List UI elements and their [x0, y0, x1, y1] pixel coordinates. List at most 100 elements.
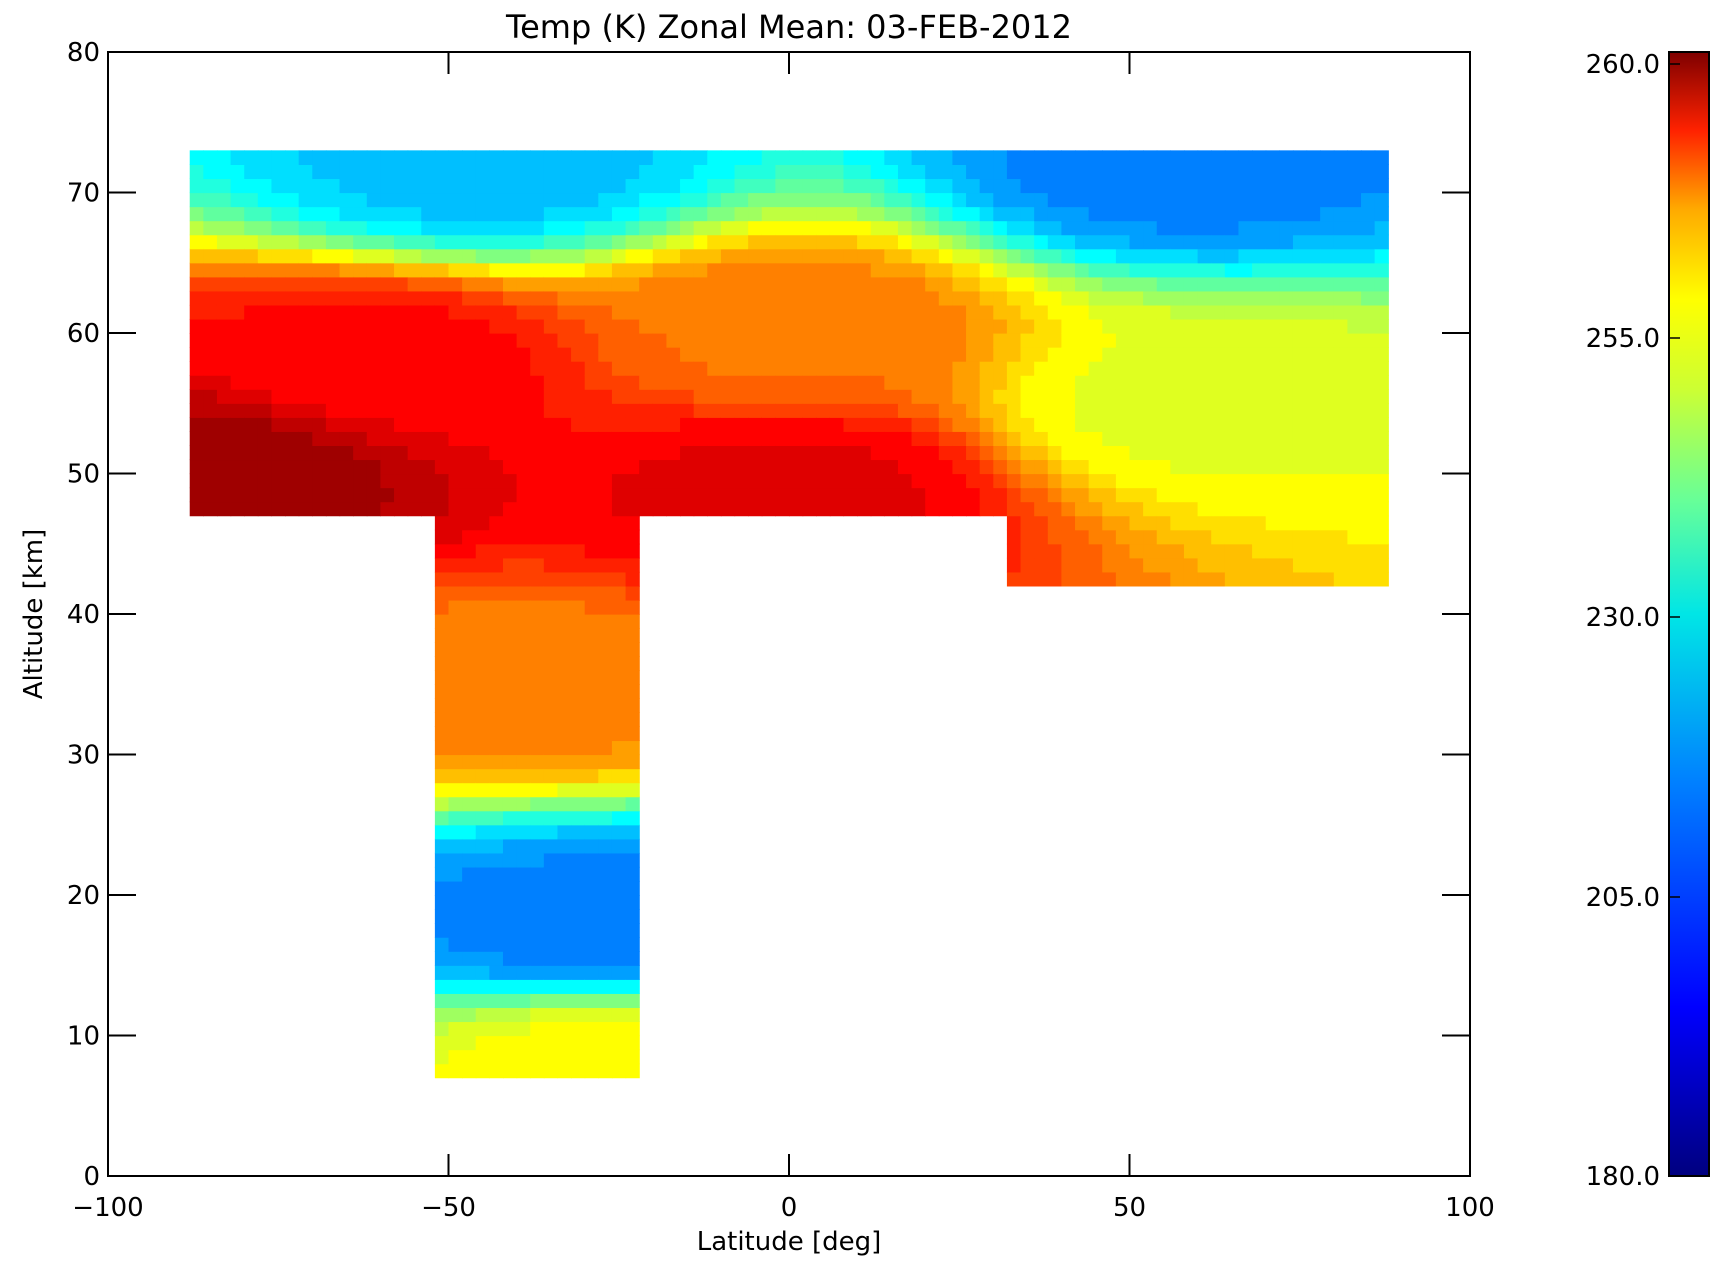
field-cell — [884, 192, 899, 208]
field-cell — [1143, 248, 1158, 264]
field-cell — [571, 248, 586, 264]
field-cell — [557, 445, 572, 461]
field-cell — [434, 838, 450, 854]
field-cell — [1211, 515, 1226, 531]
field-cell — [1170, 445, 1185, 461]
field-cell — [1333, 178, 1349, 194]
field-cell — [1088, 445, 1103, 461]
field-cell — [257, 403, 273, 418]
field-cell — [911, 304, 926, 320]
field-cell — [1143, 571, 1158, 587]
field-cell — [489, 473, 504, 489]
field-cell — [339, 178, 354, 194]
field-cell — [680, 487, 695, 503]
field-cell — [829, 206, 845, 222]
field-cell — [870, 445, 885, 461]
field-cell — [720, 262, 736, 278]
field-cell — [366, 389, 381, 404]
field-cell — [462, 487, 477, 503]
field-cell — [584, 192, 599, 208]
field-cell — [1170, 473, 1185, 489]
field-cell — [1374, 234, 1389, 250]
field-cell — [502, 768, 518, 784]
field-cell — [611, 571, 627, 587]
field-cell — [1129, 318, 1144, 334]
field-cell — [1061, 445, 1076, 461]
field-cell — [802, 333, 817, 348]
field-cell — [1143, 501, 1158, 517]
field-cell — [952, 276, 967, 292]
field-cell — [448, 501, 463, 517]
field-cell — [693, 473, 708, 489]
field-cell — [434, 501, 450, 517]
field-cell — [543, 501, 559, 517]
field-cell — [502, 838, 518, 854]
field-cell — [1211, 501, 1226, 517]
field-cell — [475, 557, 490, 573]
field-cell — [734, 276, 749, 292]
field-cell — [571, 923, 586, 938]
field-cell — [502, 628, 518, 643]
field-cell — [571, 684, 586, 699]
field-cell — [448, 782, 463, 798]
field-cell — [448, 234, 463, 250]
field-cell — [462, 782, 477, 798]
field-cell — [720, 192, 736, 208]
field-cell — [271, 304, 286, 320]
field-cell — [625, 656, 640, 671]
field-cell — [1170, 290, 1185, 306]
field-cell — [516, 698, 531, 713]
field-cell — [230, 487, 245, 503]
field-cell — [734, 318, 749, 334]
field-cell — [1361, 164, 1376, 180]
field-cell — [448, 1007, 463, 1023]
field-cell — [1115, 487, 1131, 503]
field-cell — [584, 459, 599, 475]
x-tick-label: 100 — [1445, 1193, 1495, 1223]
field-cell — [339, 459, 354, 475]
field-cell — [571, 698, 586, 713]
field-cell — [911, 234, 926, 250]
field-cell — [1061, 459, 1076, 475]
field-cell — [462, 473, 477, 489]
field-cell — [502, 445, 518, 461]
field-cell — [1020, 150, 1035, 165]
field-cell — [857, 487, 872, 503]
field-cell — [1156, 571, 1171, 587]
field-cell — [1224, 529, 1240, 545]
field-cell — [789, 501, 804, 517]
field-cell — [598, 965, 613, 980]
field-cell — [502, 895, 518, 910]
field-cell — [394, 487, 409, 503]
field-cell — [680, 318, 695, 334]
field-cell — [1156, 234, 1171, 250]
field-cell — [489, 557, 504, 573]
field-cell — [1088, 262, 1103, 278]
field-cell — [475, 642, 490, 657]
field-cell — [775, 487, 790, 503]
field-cell — [1061, 417, 1076, 432]
field-cell — [829, 375, 845, 390]
field-cell — [462, 951, 477, 966]
field-cell — [1333, 543, 1349, 559]
field-cell — [789, 262, 804, 278]
field-cell — [1156, 333, 1171, 348]
field-cell — [1320, 318, 1335, 334]
y-tick-label: 80 — [67, 38, 100, 68]
field-cell — [557, 838, 572, 854]
field-cell — [1197, 361, 1212, 376]
field-cell — [557, 178, 572, 194]
field-cell — [257, 178, 273, 194]
field-cell — [789, 206, 804, 222]
field-cell — [353, 473, 368, 489]
field-cell — [475, 543, 490, 559]
field-cell — [1006, 220, 1022, 236]
field-cell — [1320, 220, 1335, 236]
field-cell — [462, 1063, 477, 1079]
field-cell — [1361, 571, 1376, 587]
field-cell — [448, 979, 463, 994]
field-cell — [625, 557, 640, 573]
field-cell — [1075, 192, 1090, 208]
field-cell — [1047, 515, 1062, 531]
field-cell — [911, 403, 926, 418]
